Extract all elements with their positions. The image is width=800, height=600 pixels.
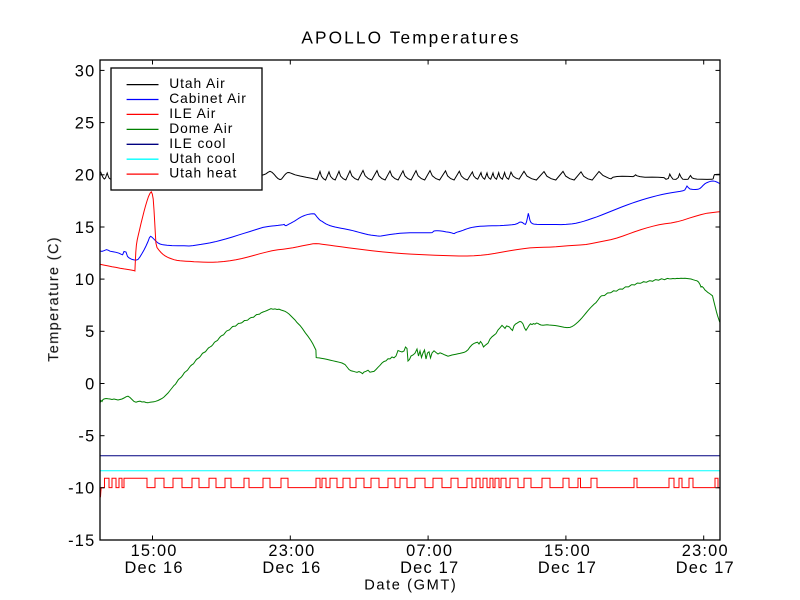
svg-text:15: 15 bbox=[75, 219, 96, 237]
svg-text:Dec 17: Dec 17 bbox=[676, 559, 735, 577]
svg-text:Dec 17: Dec 17 bbox=[400, 559, 459, 577]
svg-text:15:00: 15:00 bbox=[544, 542, 591, 560]
svg-text:10: 10 bbox=[75, 271, 96, 289]
svg-text:23:00: 23:00 bbox=[268, 542, 315, 560]
svg-text:Utah heat: Utah heat bbox=[169, 166, 237, 181]
svg-text:Dec 16: Dec 16 bbox=[262, 559, 321, 577]
svg-text:15:00: 15:00 bbox=[131, 542, 178, 560]
svg-text:-10: -10 bbox=[68, 480, 95, 498]
svg-text:30: 30 bbox=[75, 62, 96, 80]
svg-text:APOLLO Temperatures: APOLLO Temperatures bbox=[301, 27, 520, 47]
svg-text:-15: -15 bbox=[68, 532, 95, 550]
svg-text:Date (GMT): Date (GMT) bbox=[364, 577, 457, 593]
svg-text:-5: -5 bbox=[78, 428, 95, 446]
svg-text:ILE cool: ILE cool bbox=[169, 136, 226, 151]
svg-text:0: 0 bbox=[85, 375, 95, 393]
svg-text:Dec 17: Dec 17 bbox=[538, 559, 597, 577]
svg-text:5: 5 bbox=[85, 323, 95, 341]
svg-text:25: 25 bbox=[75, 115, 96, 133]
svg-text:ILE Air: ILE Air bbox=[169, 106, 216, 121]
svg-text:Utah Air: Utah Air bbox=[169, 76, 225, 91]
svg-text:23:00: 23:00 bbox=[682, 542, 729, 560]
svg-text:Dec 16: Dec 16 bbox=[125, 559, 184, 577]
svg-text:Utah cool: Utah cool bbox=[169, 151, 235, 166]
svg-text:Cabinet Air: Cabinet Air bbox=[169, 91, 246, 106]
svg-text:07:00: 07:00 bbox=[406, 542, 453, 560]
svg-text:Dome Air: Dome Air bbox=[169, 121, 233, 136]
svg-text:20: 20 bbox=[75, 167, 96, 185]
svg-text:Temperature (C): Temperature (C) bbox=[46, 236, 62, 362]
